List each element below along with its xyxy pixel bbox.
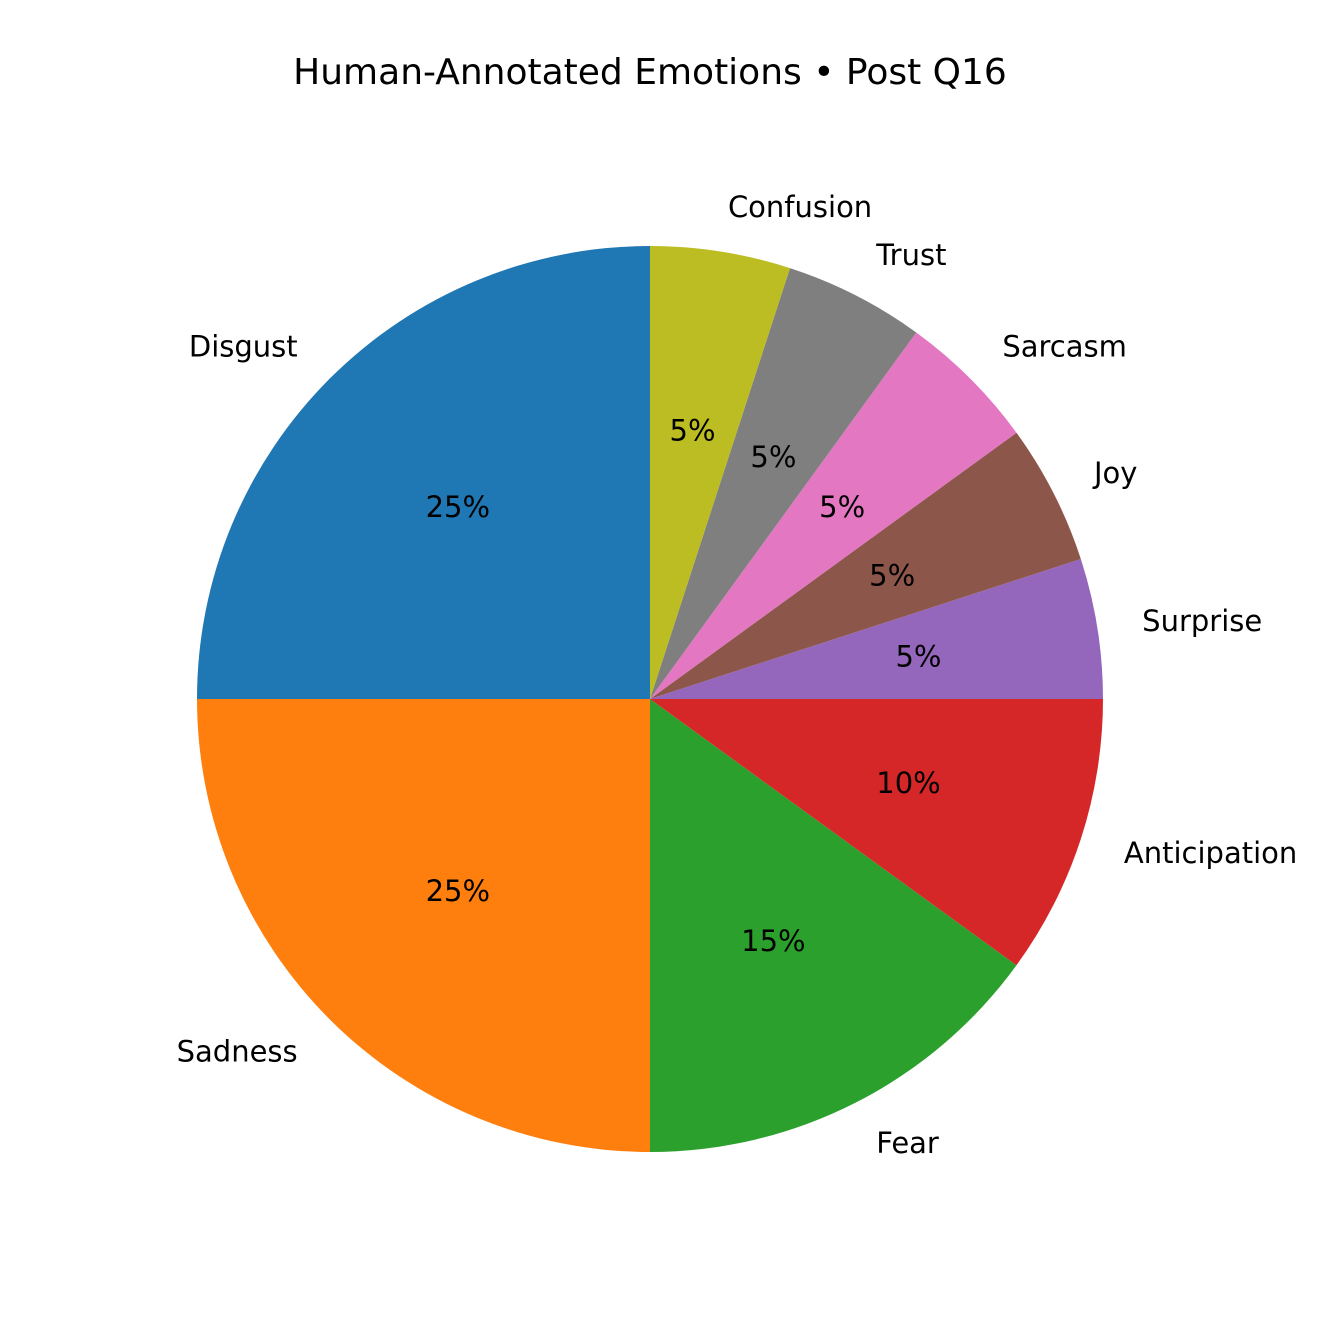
pie-slice-trust <box>650 268 917 699</box>
slice-label-joy: Joy <box>1092 456 1137 490</box>
chart-title: Human-Annotated Emotions • Post Q16 <box>293 52 1007 93</box>
slice-label-anticipation: Anticipation <box>1124 836 1297 870</box>
slice-label-confusion: Confusion <box>728 190 872 224</box>
pct-label-anticipation: 10% <box>876 766 940 800</box>
pie-slice-surprise <box>650 559 1103 699</box>
pct-label-sarcasm: 5% <box>819 490 865 524</box>
pie-slice-confusion <box>650 246 790 699</box>
slice-label-surprise: Surprise <box>1142 604 1262 638</box>
slice-label-sadness: Sadness <box>177 1034 298 1068</box>
pie-slices <box>197 246 1103 1152</box>
pct-label-sadness: 25% <box>426 874 490 908</box>
pie-slice-joy <box>650 432 1081 699</box>
slice-label-fear: Fear <box>876 1126 939 1160</box>
pie-labels: Disgust 25% Sadness 25% Fear 15% Anticipation 1… <box>177 190 1298 1160</box>
slice-label-sarcasm: Sarcasm <box>1002 330 1127 364</box>
pie-slice-anticipation <box>650 699 1103 966</box>
pct-label-disgust: 25% <box>426 490 490 524</box>
pct-label-joy: 5% <box>869 559 915 593</box>
pie-slice-disgust <box>197 246 650 699</box>
slice-label-trust: Trust <box>875 238 946 272</box>
pct-label-surprise: 5% <box>895 639 941 673</box>
pie-slice-fear <box>650 699 1017 1152</box>
pct-label-confusion: 5% <box>670 414 716 448</box>
slice-label-disgust: Disgust <box>189 330 298 364</box>
pie-slice-sarcasm <box>650 332 1017 699</box>
pct-label-fear: 15% <box>741 924 805 958</box>
pct-label-trust: 5% <box>750 440 796 474</box>
pie-slice-sadness <box>197 699 650 1152</box>
